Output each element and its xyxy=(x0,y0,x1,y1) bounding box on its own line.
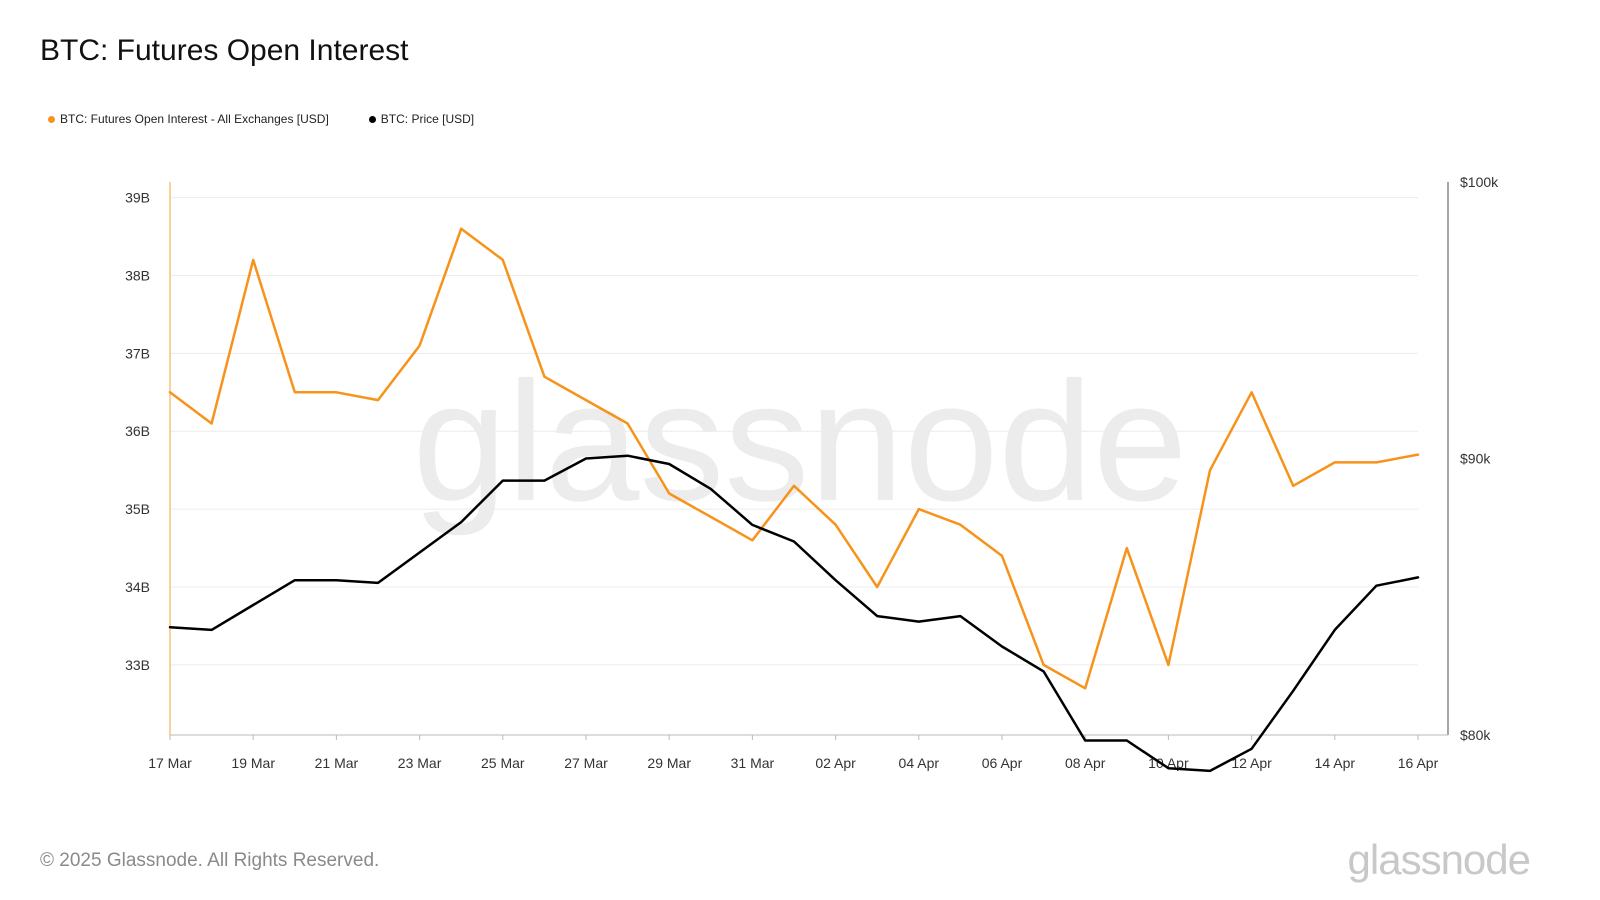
x-tick-label: 23 Mar xyxy=(398,755,442,771)
x-tick-label: 17 Mar xyxy=(148,755,192,771)
x-tick-label: 27 Mar xyxy=(564,755,608,771)
x-tick-label: 08 Apr xyxy=(1065,755,1106,771)
x-tick-label: 29 Mar xyxy=(647,755,691,771)
y-left-tick-label: 35B xyxy=(125,501,150,517)
y-left-tick-label: 33B xyxy=(125,657,150,673)
tick-labels: 33B 34B 35B 36B 37B 38B 39B $80k $90k $100k 17 Mar… xyxy=(125,174,1499,771)
x-tick-label: 06 Apr xyxy=(982,755,1023,771)
legend-dot-icon xyxy=(48,115,55,123)
y-left-tick-label: 39B xyxy=(125,190,150,206)
x-tick-label: 02 Apr xyxy=(815,755,856,771)
legend-dot-icon xyxy=(368,115,376,123)
legend-item-price[interactable]: BTC: Price [USD] xyxy=(368,112,475,126)
x-tick-label: 21 Mar xyxy=(315,755,359,771)
series-line-open-interest xyxy=(168,227,1420,690)
legend: BTC: Futures Open Interest - All Exchang… xyxy=(48,112,474,126)
glassnode-logo: glassnode xyxy=(1347,836,1531,883)
y-left-tick-label: 38B xyxy=(125,267,150,283)
legend-item-open-interest[interactable]: BTC: Futures Open Interest - All Exchang… xyxy=(48,112,329,126)
y-left-tick-label: 36B xyxy=(125,423,150,439)
axes xyxy=(169,182,1449,740)
x-tick-label: 04 Apr xyxy=(899,755,940,771)
x-tick-label: 16 Apr xyxy=(1398,755,1439,771)
y-right-tick-label: $80k xyxy=(1460,727,1491,743)
watermark: glassnode xyxy=(412,347,1187,537)
x-tick-label: 19 Mar xyxy=(231,755,275,771)
x-tick-label: 31 Mar xyxy=(731,755,775,771)
grid-lines xyxy=(170,197,1418,666)
y-right-tick-label: $90k xyxy=(1460,451,1491,467)
y-left-tick-label: 34B xyxy=(125,579,150,595)
x-tick-label: 12 Apr xyxy=(1231,755,1272,771)
series-line-price xyxy=(168,454,1420,773)
series-lines xyxy=(168,227,1420,773)
legend-label: BTC: Price [USD] xyxy=(380,112,475,126)
y-left-tick-label: 37B xyxy=(125,345,150,361)
x-tick-label: 10 Apr xyxy=(1148,755,1189,771)
y-right-tick-label: $100k xyxy=(1460,174,1499,190)
x-tick-label: 14 Apr xyxy=(1315,755,1356,771)
legend-label: BTC: Futures Open Interest - All Exchang… xyxy=(60,112,329,126)
copyright-footer: © 2025 Glassnode. All Rights Reserved. xyxy=(40,850,380,871)
x-tick-label: 25 Mar xyxy=(481,755,525,771)
chart-title: BTC: Futures Open Interest xyxy=(40,34,409,67)
